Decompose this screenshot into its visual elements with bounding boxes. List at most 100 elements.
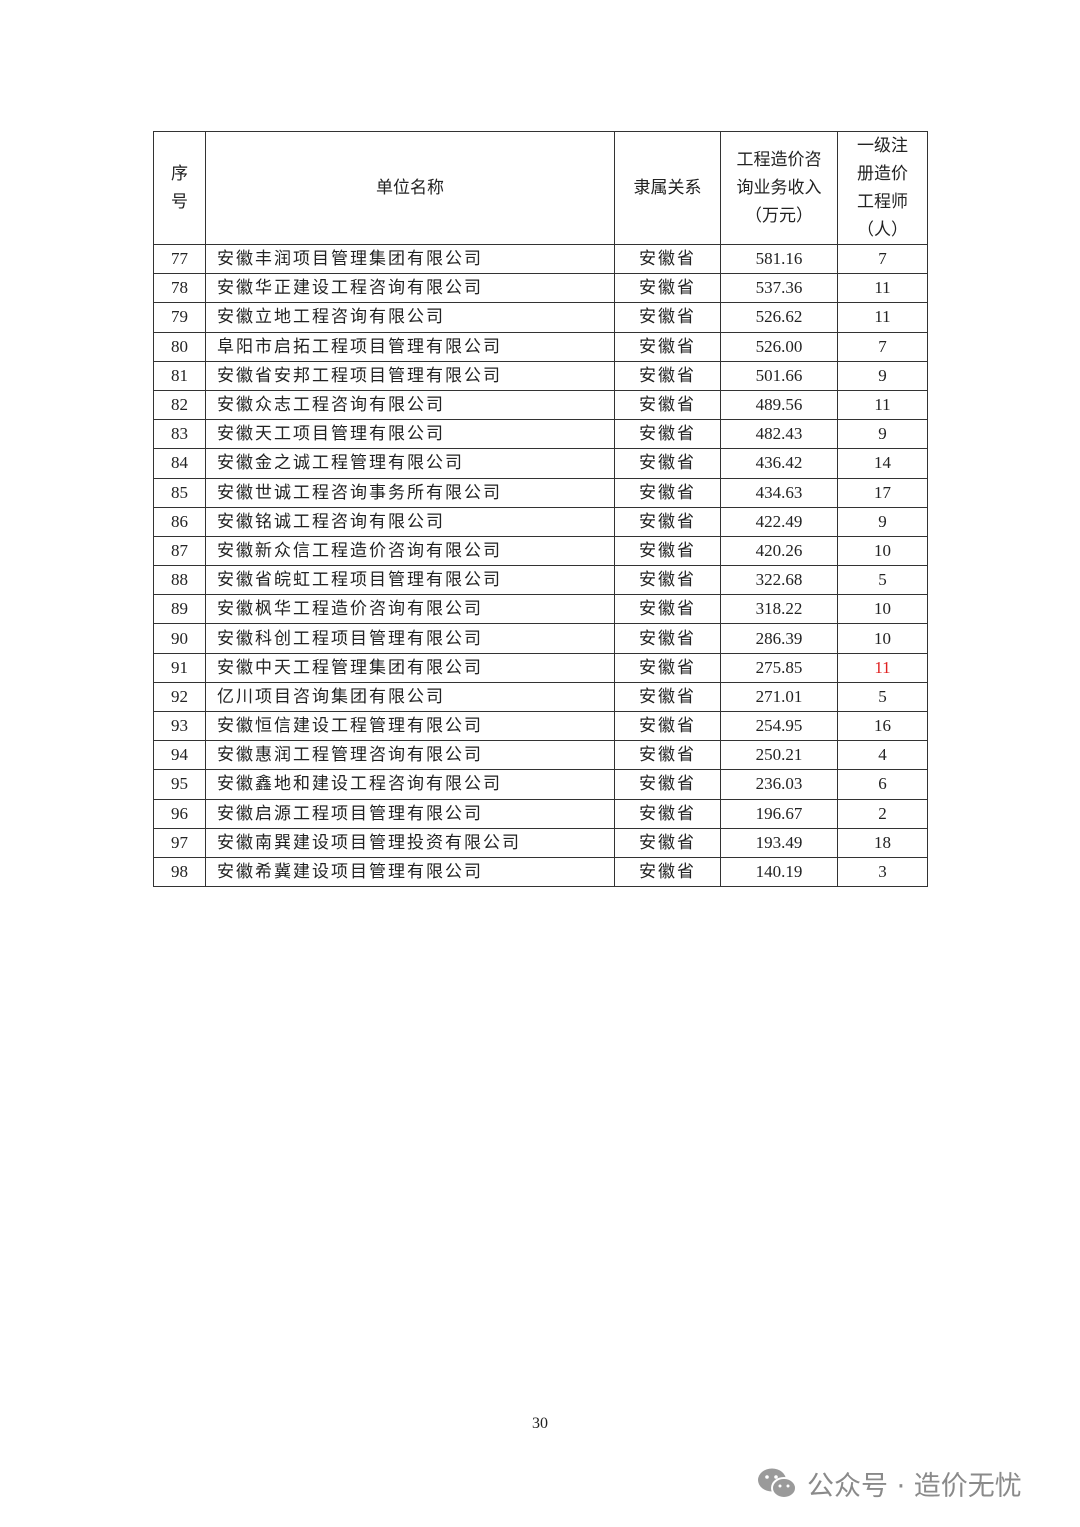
engineers-cell: 10	[837, 594, 928, 625]
table-row: 96 安徽启源工程项目管理有限公司 安徽省 196.67 2	[153, 798, 928, 829]
company-name-cell: 安徽启源工程项目管理有限公司	[205, 798, 615, 829]
header-income: 工程造价咨 询业务收入 （万元）	[720, 131, 838, 245]
serial-cell: 98	[153, 856, 206, 888]
engineers-cell: 10	[837, 623, 928, 654]
engineers-cell: 7	[837, 331, 928, 362]
table-row: 84 安徽金之诚工程管理有限公司 安徽省 436.42 14	[153, 448, 928, 479]
company-name-cell: 安徽枫华工程造价咨询有限公司	[205, 594, 615, 625]
serial-cell: 95	[153, 769, 206, 800]
company-name-cell: 安徽立地工程咨询有限公司	[205, 302, 615, 333]
serial-cell: 82	[153, 389, 206, 421]
serial-cell: 91	[153, 652, 206, 683]
table-row: 77 安徽丰润项目管理集团有限公司 安徽省 581.16 7	[153, 243, 928, 275]
table-body: 77 安徽丰润项目管理集团有限公司 安徽省 581.16 7 78 安徽华正建设工程咨询有限…	[153, 243, 928, 888]
header-line: 工程造价咨	[736, 150, 822, 169]
table-row: 79 安徽立地工程咨询有限公司 安徽省 526.62 11	[153, 302, 928, 333]
income-cell: 193.49	[720, 827, 838, 858]
engineers-cell: 9	[837, 506, 928, 537]
engineers-cell: 14	[837, 448, 928, 479]
header-line: 序	[171, 164, 188, 183]
table-row: 88 安徽省皖虹工程项目管理有限公司 安徽省 322.68 5	[153, 565, 928, 596]
serial-cell: 97	[153, 827, 206, 858]
engineers-cell: 17	[837, 477, 928, 508]
affiliation-cell: 安徽省	[614, 477, 721, 508]
affiliation-cell: 安徽省	[614, 623, 721, 654]
engineers-cell: 4	[837, 740, 928, 771]
serial-cell: 80	[153, 331, 206, 362]
engineers-cell: 5	[837, 681, 928, 713]
engineers-cell: 18	[837, 827, 928, 858]
company-name-cell: 安徽鑫地和建设工程咨询有限公司	[205, 769, 615, 800]
income-cell: 254.95	[720, 710, 838, 742]
company-name-cell: 亿川项目咨询集团有限公司	[205, 681, 615, 713]
affiliation-cell: 安徽省	[614, 565, 721, 596]
income-cell: 436.42	[720, 448, 838, 479]
company-name-cell: 安徽科创工程项目管理有限公司	[205, 623, 615, 654]
header-line: （人）	[857, 220, 908, 239]
engineers-cell: 10	[837, 535, 928, 567]
serial-cell: 78	[153, 273, 206, 304]
wechat-icon	[758, 1468, 797, 1499]
header-company-name: 单位名称	[205, 131, 615, 245]
serial-cell: 79	[153, 302, 206, 333]
company-name-cell: 安徽省皖虹工程项目管理有限公司	[205, 565, 615, 596]
company-name-cell: 安徽惠润工程管理咨询有限公司	[205, 740, 615, 771]
serial-cell: 93	[153, 710, 206, 742]
watermark-text: 公众号 · 造价无忧	[807, 1471, 1022, 1502]
table-row: 92 亿川项目咨询集团有限公司 安徽省 271.01 5	[153, 681, 928, 713]
affiliation-cell: 安徽省	[614, 273, 721, 304]
watermark: 公众号 · 造价无忧	[757, 1464, 1022, 1503]
serial-cell: 88	[153, 565, 206, 596]
company-name-cell: 安徽众志工程咨询有限公司	[205, 389, 615, 421]
company-name-cell: 安徽世诚工程咨询事务所有限公司	[205, 477, 615, 508]
affiliation-cell: 安徽省	[614, 594, 721, 625]
serial-cell: 92	[153, 681, 206, 713]
engineers-cell: 3	[837, 856, 928, 888]
engineers-cell: 6	[837, 769, 928, 800]
affiliation-cell: 安徽省	[614, 769, 721, 800]
engineers-cell: 5	[837, 565, 928, 596]
income-cell: 526.00	[720, 331, 838, 362]
affiliation-cell: 安徽省	[614, 360, 721, 391]
table-row: 83 安徽天工项目管理有限公司 安徽省 482.43 9	[153, 419, 928, 450]
company-name-cell: 阜阳市启拓工程项目管理有限公司	[205, 331, 615, 362]
table-header-row: 序号 单位名称 隶属关系 工程造价咨 询业务收入 （万元） 一级注 册造价 工程师 （人）	[153, 131, 928, 245]
header-line: （万元）	[745, 206, 813, 225]
table-row: 91 安徽中天工程管理集团有限公司 安徽省 275.85 11	[153, 652, 928, 683]
income-cell: 537.36	[720, 273, 838, 304]
table-row: 85 安徽世诚工程咨询事务所有限公司 安徽省 434.63 17	[153, 477, 928, 508]
serial-cell: 83	[153, 419, 206, 450]
income-cell: 271.01	[720, 681, 838, 713]
engineers-cell: 11	[837, 389, 928, 421]
company-name-cell: 安徽希冀建设项目管理有限公司	[205, 856, 615, 888]
income-cell: 236.03	[720, 769, 838, 800]
header-line: 工程师	[857, 192, 908, 211]
affiliation-cell: 安徽省	[614, 652, 721, 683]
table-row: 86 安徽铭诚工程咨询有限公司 安徽省 422.49 9	[153, 506, 928, 537]
company-name-cell: 安徽丰润项目管理集团有限公司	[205, 243, 615, 275]
affiliation-cell: 安徽省	[614, 827, 721, 858]
table-row: 80 阜阳市启拓工程项目管理有限公司 安徽省 526.00 7	[153, 331, 928, 362]
affiliation-cell: 安徽省	[614, 856, 721, 888]
company-name-cell: 安徽天工项目管理有限公司	[205, 419, 615, 450]
header-affiliation: 隶属关系	[614, 131, 721, 245]
serial-cell: 90	[153, 623, 206, 654]
engineers-cell: 11	[837, 302, 928, 333]
header-line: 一级注	[857, 136, 908, 155]
affiliation-cell: 安徽省	[614, 798, 721, 829]
engineers-cell: 16	[837, 710, 928, 742]
serial-cell: 96	[153, 798, 206, 829]
serial-cell: 84	[153, 448, 206, 479]
company-name-cell: 安徽铭诚工程咨询有限公司	[205, 506, 615, 537]
company-name-cell: 安徽南巽建设项目管理投资有限公司	[205, 827, 615, 858]
table-row: 93 安徽恒信建设工程管理有限公司 安徽省 254.95 16	[153, 710, 928, 742]
engineers-cell: 9	[837, 360, 928, 391]
income-cell: 275.85	[720, 652, 838, 683]
income-cell: 250.21	[720, 740, 838, 771]
income-cell: 434.63	[720, 477, 838, 508]
table-row: 95 安徽鑫地和建设工程咨询有限公司 安徽省 236.03 6	[153, 769, 928, 800]
company-name-cell: 安徽中天工程管理集团有限公司	[205, 652, 615, 683]
header-serial: 序号	[153, 131, 206, 245]
table-row: 89 安徽枫华工程造价咨询有限公司 安徽省 318.22 10	[153, 594, 928, 625]
table-row: 98 安徽希冀建设项目管理有限公司 安徽省 140.19 3	[153, 856, 928, 888]
